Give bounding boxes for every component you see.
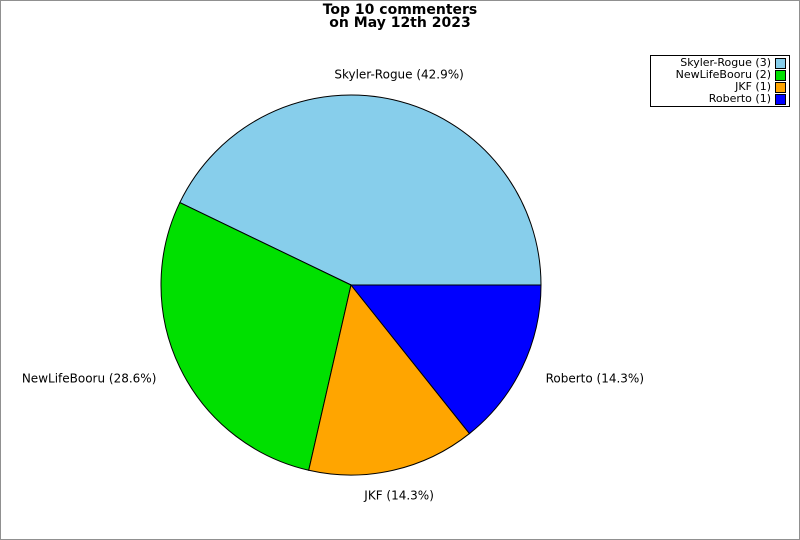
legend-label: Skyler-Rogue (3) — [680, 56, 771, 69]
legend-swatch — [775, 93, 786, 105]
chart-title-line2: on May 12th 2023 — [329, 15, 471, 31]
legend-row: Roberto (1) — [654, 93, 786, 105]
legend-swatch — [775, 57, 786, 69]
legend-row: JKF (1) — [654, 81, 786, 93]
legend-label: JKF (1) — [735, 80, 771, 93]
pie-slice-label: Roberto (14.3%) — [546, 372, 644, 386]
legend-row: NewLifeBooru (2) — [654, 69, 786, 81]
legend-box: Skyler-Rogue (3) NewLifeBooru (2) JKF (1… — [650, 55, 790, 107]
chart-title-line1: Top 10 commenters — [322, 2, 478, 18]
chart-title: Top 10 commenters on May 12th 2023 — [1, 2, 799, 31]
legend-label: Roberto (1) — [708, 92, 771, 105]
legend-swatch — [775, 69, 786, 81]
pie-slice-newlifebooru — [160, 201, 352, 471]
legend-swatch — [775, 81, 786, 93]
pie-slice-label: NewLifeBooru (28.6%) — [22, 372, 157, 386]
pie-slice-label: JKF (14.3%) — [363, 489, 434, 503]
legend-row: Skyler-Rogue (3) — [654, 57, 786, 69]
pie-slice-label: Skyler-Rogue (42.9%) — [334, 67, 464, 81]
legend-label: NewLifeBooru (2) — [675, 68, 771, 81]
pie-slice-roberto — [349, 284, 542, 435]
pie-slice-skyler-rogue — [179, 94, 542, 286]
pie-slice-jkf — [308, 283, 471, 476]
